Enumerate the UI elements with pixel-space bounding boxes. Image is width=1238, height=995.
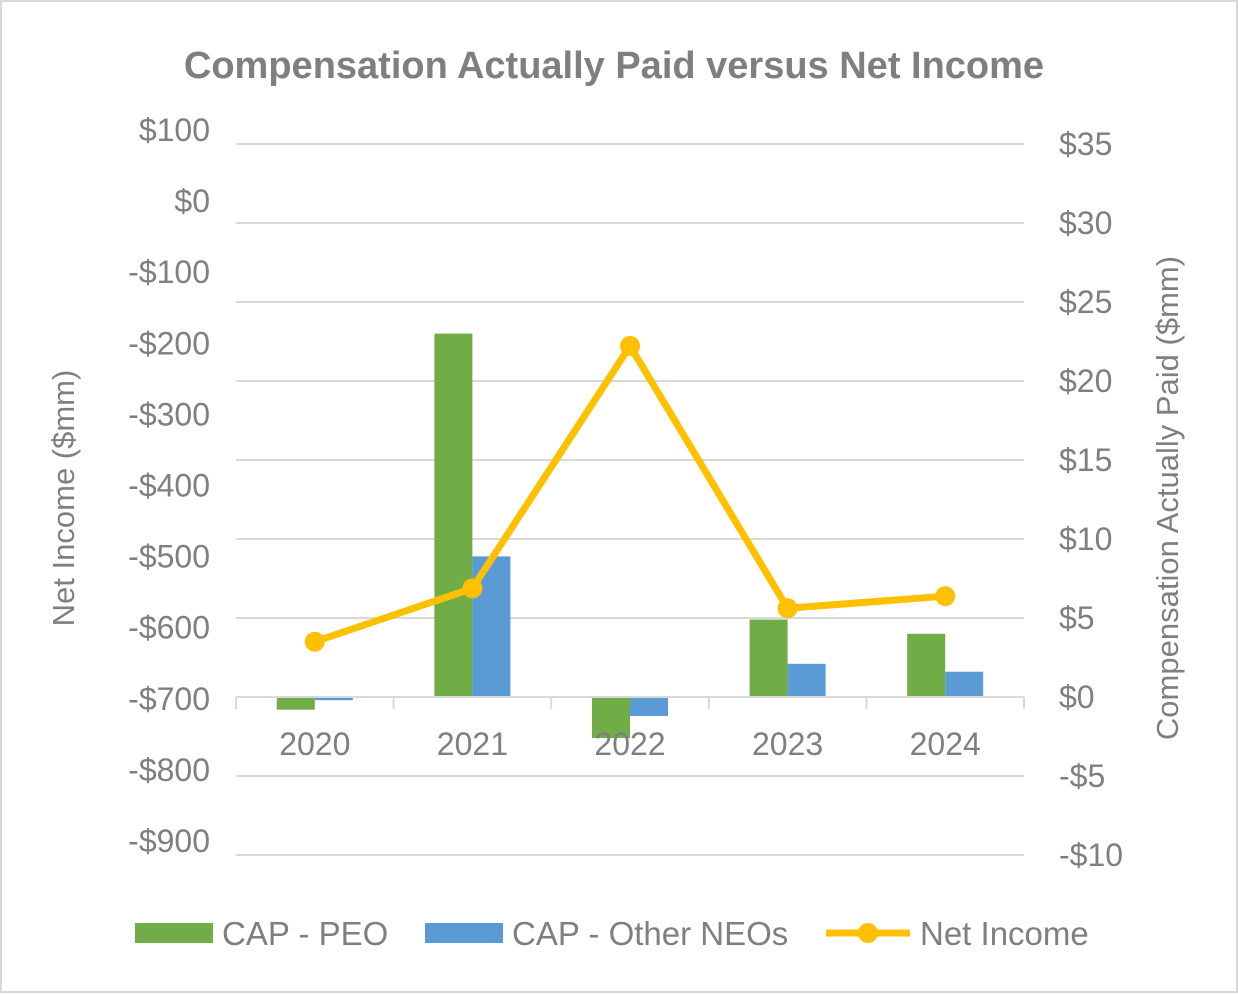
category-label-2020: 2020 <box>279 726 350 762</box>
legend-swatch-cap-other-neos <box>425 923 503 943</box>
right-tick-label: $35 <box>1059 126 1112 162</box>
net-income-point-2022 <box>620 335 640 356</box>
category-labels: 2020 2021 2022 2023 2024 <box>279 726 981 762</box>
bar-series <box>276 333 984 739</box>
bar-cap-peo-2020 <box>276 697 315 710</box>
bar-cap-other-neos-2023 <box>787 663 826 697</box>
category-axis <box>235 696 1025 709</box>
right-axis-title: Compensation Actually Paid ($mm) <box>1150 256 1185 740</box>
right-tick-label: $30 <box>1059 205 1112 241</box>
right-tick-label: -$10 <box>1059 837 1123 873</box>
bar-cap-peo-2022 <box>592 697 630 739</box>
bar-cap-peo-2023 <box>749 619 788 697</box>
left-tick-label: -$700 <box>128 681 210 717</box>
category-label-2023: 2023 <box>752 726 823 762</box>
category-label-2022: 2022 <box>594 726 665 762</box>
left-axis-title: Net Income ($mm) <box>46 370 81 627</box>
bar-cap-peo-2021 <box>434 333 473 697</box>
left-tick-label: -$600 <box>128 610 210 646</box>
legend-label-cap-other-neos: CAP - Other NEOs <box>512 915 788 952</box>
net-income-point-2023 <box>777 598 798 619</box>
legend: CAP - PEO CAP - Other NEOs Net Income <box>135 915 1089 952</box>
right-tick-label: $25 <box>1059 284 1112 320</box>
legend-label-net-income: Net Income <box>920 915 1089 952</box>
left-tick-label: -$500 <box>128 539 210 575</box>
bar-cap-other-neos-2022 <box>630 697 668 716</box>
left-tick-label: -$400 <box>128 468 210 504</box>
bar-cap-other-neos-2020 <box>314 697 353 701</box>
legend-label-cap-peo: CAP - PEO <box>222 915 388 952</box>
left-tick-label: -$200 <box>128 325 210 361</box>
gridlines <box>236 143 1024 856</box>
bar-cap-other-neos-2024 <box>945 671 984 697</box>
left-tick-label: $100 <box>139 112 210 148</box>
right-tick-label: $10 <box>1059 521 1112 557</box>
right-tick-label: $0 <box>1059 679 1095 715</box>
left-tick-label: $0 <box>174 183 210 219</box>
right-tick-label: $20 <box>1059 363 1112 399</box>
net-income-line <box>313 342 946 646</box>
legend-marker-net-income <box>858 923 878 943</box>
left-tick-label: -$100 <box>128 254 210 290</box>
left-tick-label: -$300 <box>128 396 210 432</box>
left-tick-label: -$900 <box>128 823 210 859</box>
line-series <box>304 335 956 652</box>
chart-title: Compensation Actually Paid versus Net In… <box>184 45 1044 87</box>
right-tick-label: -$5 <box>1059 758 1105 794</box>
left-tick-label: -$800 <box>128 752 210 788</box>
legend-swatch-cap-peo <box>135 923 213 943</box>
left-axis-ticks: $100 $0 -$100 -$200 -$300 -$400 -$500 -$600 -$70… <box>128 112 210 859</box>
category-label-2024: 2024 <box>910 726 981 762</box>
right-tick-label: $15 <box>1059 442 1112 478</box>
right-tick-label: $5 <box>1059 600 1095 636</box>
net-income-point-2020 <box>304 631 325 652</box>
bar-cap-peo-2024 <box>907 633 946 697</box>
net-income-point-2024 <box>935 586 956 607</box>
category-label-2021: 2021 <box>437 726 508 762</box>
net-income-point-2021 <box>462 578 483 599</box>
right-axis-ticks: $35 $30 $25 $20 $15 $10 $5 $0 -$5 -$10 <box>1059 126 1123 873</box>
